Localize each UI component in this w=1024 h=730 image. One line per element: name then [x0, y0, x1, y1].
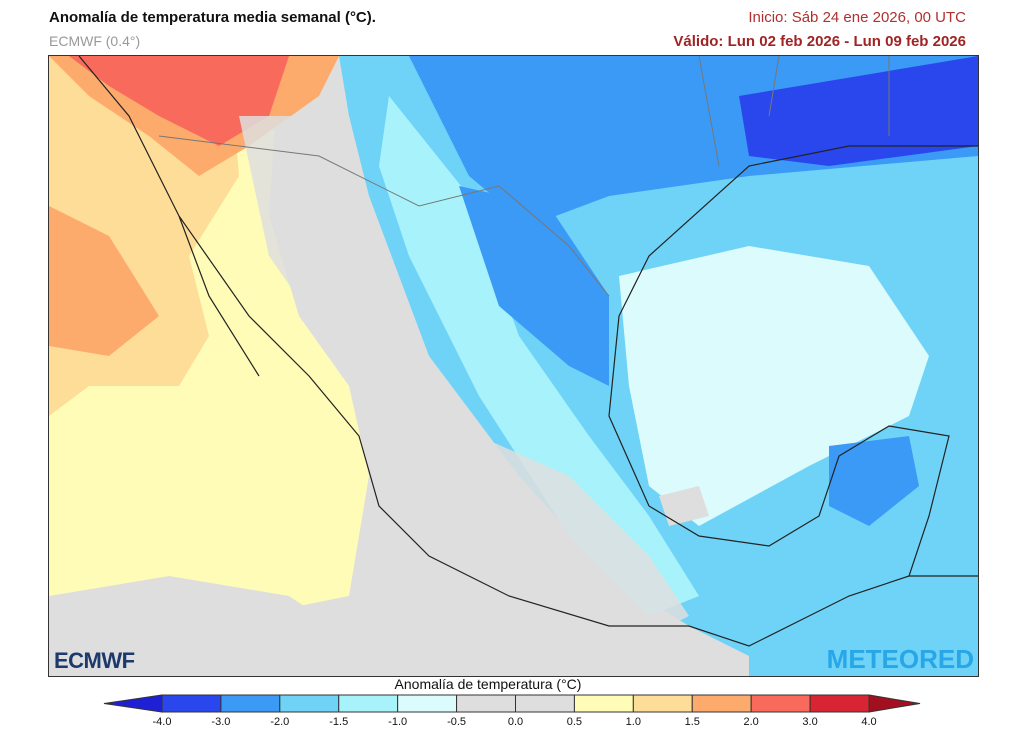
colorbar-box [161, 694, 222, 713]
colorbar-tick-label: 0.5 [566, 716, 583, 728]
colorbar-box [279, 694, 340, 713]
colorbar-tick-label: 2.0 [743, 716, 759, 728]
colorbar-box [573, 694, 634, 713]
colorbar-tick-label: 1.5 [684, 716, 700, 728]
colorbar-box [456, 694, 517, 713]
gulf-mild-anomaly [619, 246, 929, 526]
colorbar-box [809, 694, 870, 713]
colorbar-under-arrow [103, 694, 163, 713]
map-field [49, 56, 978, 676]
colorbar-tick-label: -0.5 [447, 716, 467, 728]
colorbar-box [220, 694, 281, 713]
coastline [78, 56, 978, 647]
colorbar [103, 694, 921, 713]
init-time: Inicio: Sáb 24 ene 2026, 00 UTC [748, 9, 966, 26]
colorbar-box [397, 694, 458, 713]
colorbar-box [750, 694, 811, 713]
colorbar-box [515, 694, 575, 713]
anomaly-map: ECMWF METEORED [48, 55, 979, 677]
colorbar-tick-label: 3.0 [802, 716, 818, 728]
colorbar-box [338, 694, 399, 713]
colorbar-tick-label: -4.0 [152, 716, 172, 728]
meteored-logo: METEORED [826, 644, 974, 674]
colorbar-tick-label: 1.0 [625, 716, 641, 728]
colorbar-tick-label: -3.0 [211, 716, 231, 728]
chart-title: Anomalía de temperatura media semanal (°… [49, 9, 376, 26]
colorbar-over-arrow [868, 694, 921, 713]
colorbar-title: Anomalía de temperatura (°C) [394, 676, 582, 692]
colorbar-tick-label: -1.0 [388, 716, 408, 728]
valid-period: Válido: Lun 02 feb 2026 - Lun 09 feb 202… [673, 33, 966, 50]
colorbar-tick-label: -2.0 [270, 716, 290, 728]
colorbar-tick-label: 4.0 [861, 716, 877, 728]
colorbar-tick-label: 0.0 [507, 716, 524, 728]
border-lines [158, 56, 890, 297]
model-label: ECMWF (0.4°) [49, 33, 141, 49]
mexico-land [239, 116, 689, 636]
colorbar-box [691, 694, 752, 713]
colorbar-box [632, 694, 693, 713]
ecmwf-logo: ECMWF [54, 648, 135, 673]
colorbar-tick-label: -1.5 [329, 716, 349, 728]
